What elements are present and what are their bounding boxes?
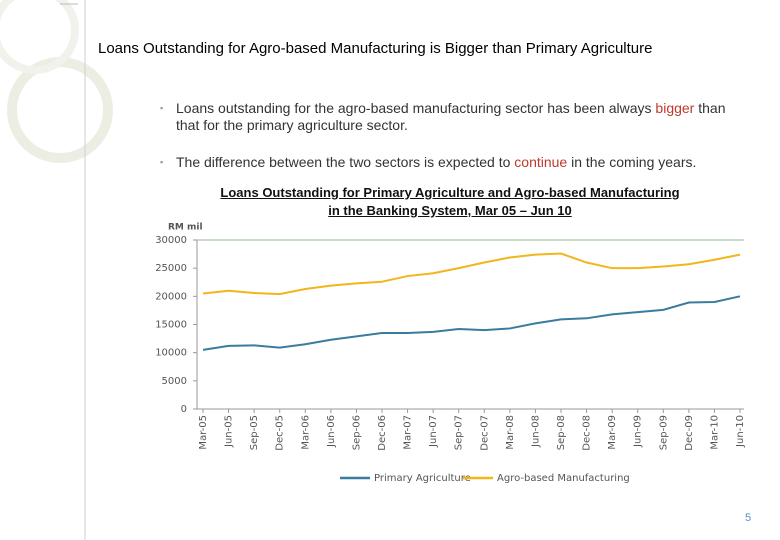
- x-tick-label: Dec-08: [582, 415, 593, 451]
- bullet-text: bigger: [655, 100, 695, 116]
- x-tick-label: Sep-05: [249, 415, 260, 450]
- x-tick-label: Mar-08: [505, 415, 516, 450]
- x-tick-label: Jun-07: [428, 415, 439, 448]
- bullet-text: in the coming years.: [567, 154, 697, 170]
- x-tick-label: Jun-10: [735, 415, 746, 448]
- chart-title-line: in the Banking System, Mar 05 – Jun 10: [328, 203, 572, 218]
- x-tick-label: Mar-05: [198, 415, 209, 450]
- y-tick-label: 25000: [155, 263, 187, 274]
- bullet-text: The difference between the two sectors i…: [176, 154, 515, 170]
- y-tick-label: 10000: [155, 348, 187, 359]
- x-tick-label: Sep-08: [556, 415, 567, 450]
- decoration: [7, 57, 113, 163]
- bullet-list: Loans outstanding for the agro-based man…: [160, 100, 750, 191]
- legend-label: Agro-based Manufacturing: [497, 473, 630, 484]
- x-tick-label: Jun-06: [326, 415, 337, 448]
- bullet-text: than that for the primary agriculture se…: [176, 100, 730, 133]
- bullet: Loans outstanding for the agro-based man…: [160, 100, 750, 134]
- x-tick-label: Mar-07: [403, 415, 414, 450]
- plot: RM mil 0 5000 10000 15000 20000 25000 30000 Mar-…: [155, 223, 746, 485]
- x-tick-label: Sep-09: [658, 415, 669, 450]
- x-tick-label: Mar-10: [709, 415, 720, 450]
- series-line: [202, 295, 741, 351]
- y-axis-label: RM mil: [168, 223, 203, 233]
- y-tick-label: 5000: [162, 376, 187, 387]
- chart-title-line: Loans Outstanding for Primary Agricultur…: [220, 185, 680, 200]
- x-tick-label: Jun-08: [530, 415, 541, 448]
- x-tick-label: Dec-09: [684, 415, 695, 451]
- legend-label: Primary Agriculture: [374, 473, 471, 484]
- x-tick-label: Dec-05: [275, 415, 286, 451]
- series-line: [202, 252, 741, 296]
- y-tick-label: 0: [181, 404, 187, 415]
- page-number: 5: [745, 512, 752, 524]
- bullet-text: Loans outstanding for the agro-based man…: [176, 100, 656, 116]
- y-tick-label: 20000: [155, 291, 187, 302]
- x-tick-label: Dec-07: [479, 415, 490, 451]
- x-tick-label: Jun-09: [633, 415, 644, 448]
- x-tick-label: Mar-09: [607, 415, 618, 450]
- x-tick-label: Dec-06: [377, 415, 388, 451]
- bullet: The difference between the two sectors i…: [160, 154, 750, 171]
- y-tick-label: 30000: [155, 235, 187, 246]
- slide-title: Loans Outstanding for Agro-based Manufac…: [98, 40, 653, 57]
- bullet-text: continue: [514, 154, 568, 170]
- x-tick-label: Sep-06: [351, 415, 362, 450]
- y-tick-label: 15000: [155, 320, 187, 331]
- x-tick-label: Jun-05: [224, 415, 235, 448]
- decoration: [0, 0, 79, 74]
- x-tick-label: Sep-07: [454, 415, 465, 450]
- chart-title: Loans Outstanding for Primary Agricultur…: [150, 184, 750, 220]
- x-tick-label: Mar-06: [300, 415, 311, 450]
